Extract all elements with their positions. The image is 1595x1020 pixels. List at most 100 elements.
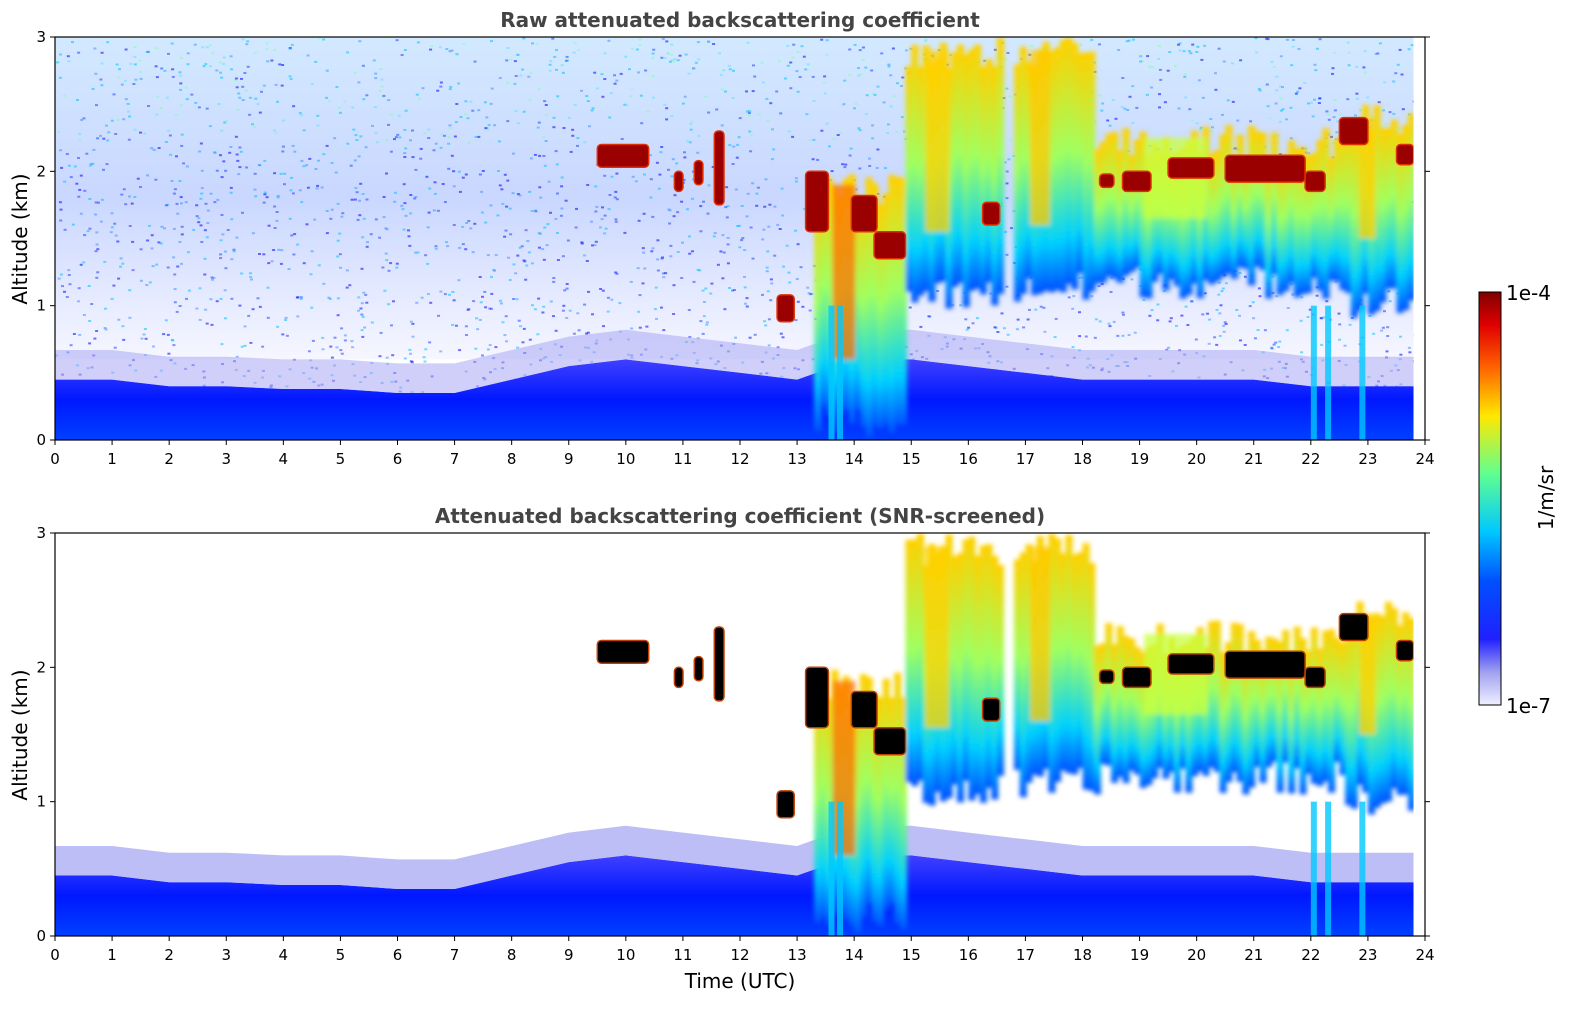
noise-pixel	[530, 157, 533, 160]
noise-pixel	[69, 176, 73, 179]
noise-pixel	[250, 278, 253, 281]
noise-pixel	[298, 112, 302, 115]
noise-pixel	[705, 323, 709, 326]
noise-pixel	[100, 62, 104, 65]
noise-pixel	[516, 346, 520, 349]
cloud-column-strip	[894, 672, 902, 924]
noise-pixel	[452, 299, 456, 302]
noise-pixel	[672, 313, 676, 315]
noise-pixel	[393, 200, 397, 203]
noise-pixel	[484, 127, 488, 130]
noise-pixel	[289, 78, 293, 81]
noise-pixel	[479, 301, 483, 304]
noise-pixel	[1300, 351, 1304, 354]
cloud-column-strip	[865, 677, 873, 904]
noise-pixel	[799, 266, 803, 269]
noise-pixel	[452, 224, 456, 226]
noise-pixel	[563, 289, 567, 292]
noise-pixel	[766, 250, 770, 253]
noise-pixel	[542, 305, 546, 308]
noise-pixel	[364, 293, 368, 296]
noise-pixel	[854, 102, 858, 105]
noise-pixel	[1223, 321, 1227, 324]
noise-pixel	[603, 214, 607, 217]
noise-pixel	[239, 150, 243, 153]
noise-pixel	[281, 64, 285, 66]
precipitation-streak	[837, 801, 844, 936]
noise-pixel	[832, 138, 836, 141]
noise-pixel	[901, 76, 905, 79]
noise-pixel	[565, 55, 569, 58]
noise-pixel	[274, 83, 278, 86]
noise-pixel	[357, 296, 361, 299]
noise-pixel	[385, 138, 389, 141]
x-tick-label: 21	[1244, 450, 1263, 468]
noise-pixel	[900, 85, 903, 87]
noise-pixel	[595, 205, 599, 208]
noise-pixel	[236, 109, 240, 111]
noise-pixel	[565, 283, 569, 285]
x-tick-label: 11	[673, 946, 692, 964]
noise-pixel	[1180, 314, 1184, 317]
noise-pixel	[79, 174, 83, 177]
no-data-region	[1413, 533, 1425, 936]
x-tick-label: 20	[1187, 946, 1206, 964]
noise-pixel	[576, 144, 579, 147]
noise-pixel	[290, 176, 294, 179]
noise-pixel	[117, 76, 121, 79]
noise-pixel	[105, 163, 109, 166]
noise-pixel	[256, 297, 260, 300]
noise-pixel	[110, 212, 114, 215]
noise-pixel	[484, 221, 488, 224]
noise-pixel	[232, 248, 236, 251]
noise-pixel	[766, 120, 770, 122]
cloud-column-strip	[1396, 133, 1404, 313]
x-tick-label: 14	[845, 946, 864, 964]
cloud-column-strip	[814, 696, 822, 923]
cloud-column-strip	[1310, 627, 1318, 784]
noise-pixel	[193, 43, 197, 46]
noise-pixel	[157, 147, 161, 149]
noise-pixel	[300, 159, 304, 162]
noise-pixel	[1279, 97, 1283, 100]
noise-pixel	[241, 99, 245, 101]
noise-pixel	[566, 239, 570, 242]
noise-pixel	[848, 48, 852, 51]
cloud-column-strip	[1025, 62, 1033, 279]
noise-pixel	[514, 272, 518, 275]
noise-pixel	[1392, 112, 1396, 115]
noise-pixel	[591, 244, 594, 247]
noise-pixel	[197, 217, 201, 220]
noise-pixel	[241, 38, 245, 41]
noise-pixel	[102, 168, 105, 171]
noise-pixel	[716, 263, 720, 266]
noise-pixel	[139, 279, 143, 282]
noise-pixel	[767, 225, 771, 228]
cloud-core	[1358, 117, 1376, 239]
noise-pixel	[302, 129, 306, 132]
noise-pixel	[370, 321, 374, 324]
cloud-column-strip	[1402, 125, 1410, 311]
noise-pixel	[1130, 278, 1134, 281]
noise-pixel	[56, 61, 60, 64]
noise-pixel	[275, 211, 279, 213]
noise-pixel	[1206, 312, 1209, 315]
noise-pixel	[1090, 38, 1094, 41]
noise-pixel	[652, 96, 655, 99]
noise-pixel	[173, 288, 177, 291]
noise-pixel	[218, 61, 222, 64]
noise-pixel	[688, 252, 692, 255]
noise-pixel	[1254, 37, 1258, 40]
noise-pixel	[595, 87, 599, 90]
noise-pixel	[1263, 329, 1267, 332]
noise-pixel	[1010, 227, 1014, 230]
strong-scattering-layer	[693, 655, 704, 682]
cloud-column-strip	[991, 66, 999, 306]
noise-pixel	[106, 41, 110, 44]
noise-pixel	[651, 57, 655, 60]
strong-scattering-layer	[1121, 666, 1152, 689]
cloud-core	[1358, 613, 1376, 735]
noise-pixel	[262, 84, 266, 87]
noise-pixel	[387, 99, 391, 102]
noise-pixel	[162, 333, 166, 336]
